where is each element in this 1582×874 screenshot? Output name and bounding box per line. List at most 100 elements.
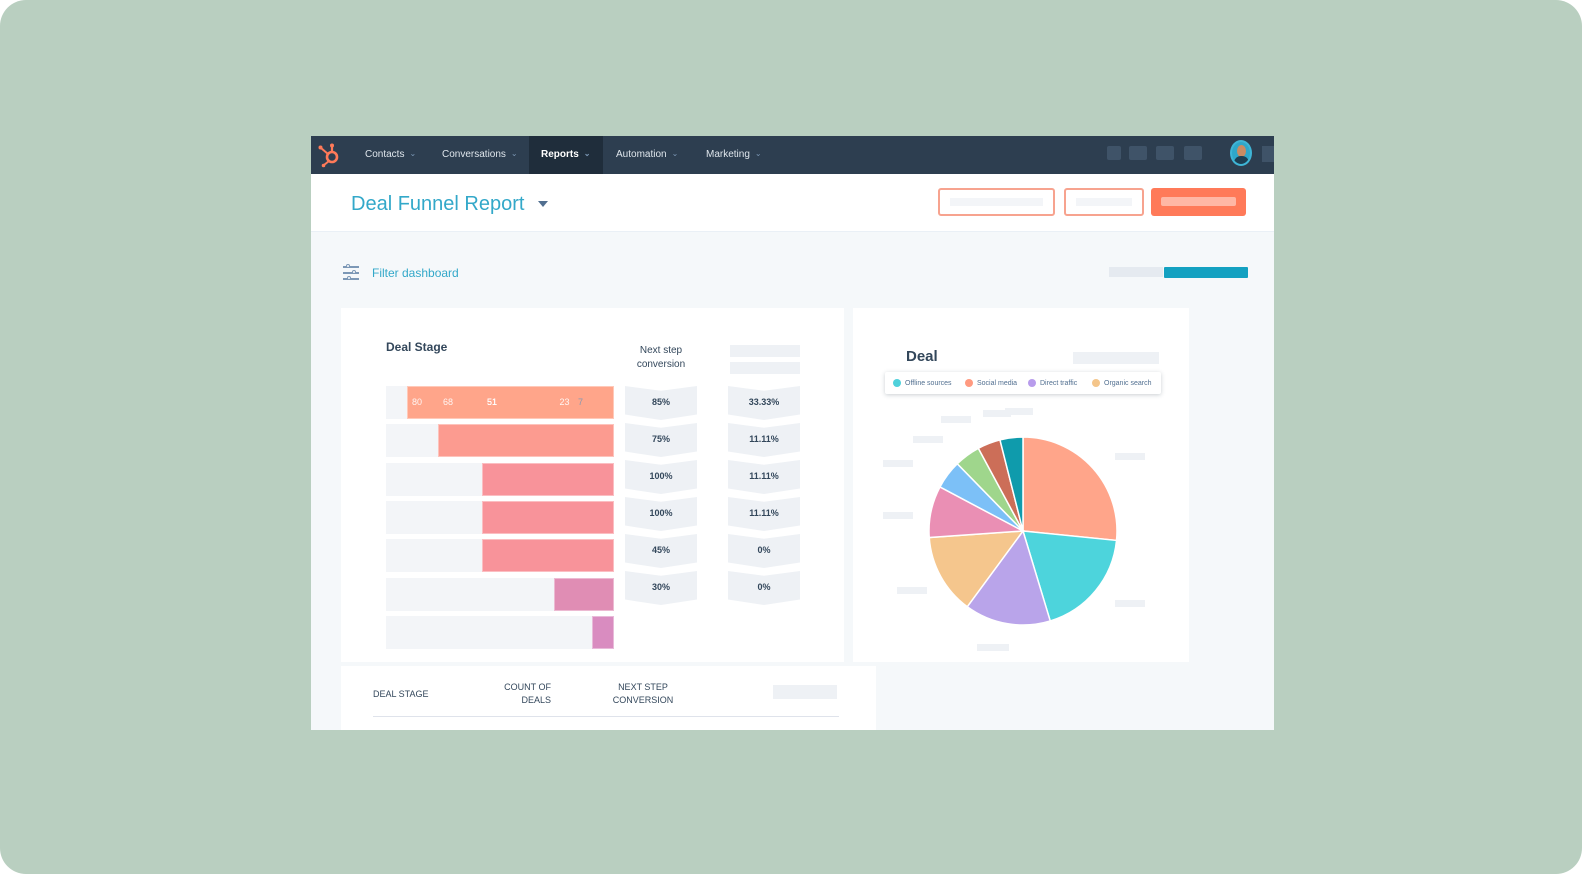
nav-item-reports[interactable]: Reports ⌄ (529, 136, 603, 174)
funnel-count-label: 51 (487, 397, 498, 407)
chevron-down-icon: ⌄ (510, 149, 518, 158)
hubspot-sprocket-icon[interactable] (317, 142, 341, 168)
rate-chevron: 0% (728, 534, 800, 568)
nav-label: Conversations (442, 149, 506, 160)
next-step-conversion-header: Next step conversion (636, 345, 686, 370)
page-header: Deal Funnel Report (311, 174, 1274, 232)
funnel-bar[interactable] (482, 500, 614, 534)
rate-chevron: 11.11% (728, 460, 800, 494)
table-header-count[interactable]: Count of deals (504, 682, 551, 705)
view-toggle-option-active[interactable] (1164, 267, 1248, 278)
slice-label-placeholder (897, 587, 927, 594)
nav-icon-placeholder[interactable] (1156, 146, 1174, 160)
pie-slice[interactable] (1021, 530, 1118, 622)
pie-slice[interactable] (928, 530, 1025, 608)
chevron-value: 33.33% (748, 397, 780, 407)
legend-label: Organic search (1104, 379, 1152, 387)
chevron-value: 0% (757, 582, 771, 592)
sliders-icon[interactable] (343, 264, 359, 281)
next-step-chevron: 100% (625, 497, 697, 531)
slice-label-placeholder (983, 410, 1011, 417)
nav-item-marketing[interactable]: Marketing ⌄ (694, 136, 774, 174)
secondary-button[interactable] (938, 188, 1055, 216)
rate-chevron: 0% (728, 571, 800, 605)
primary-button[interactable] (1151, 188, 1246, 216)
funnel-count-label: 51 (487, 397, 498, 407)
deal-stage-funnel-card: Deal Stage Next step conversion 80 68 51 51… (341, 308, 844, 662)
chevron-value: 30% (651, 582, 670, 592)
legend-item-direct[interactable]: Direct traffic (1028, 379, 1077, 387)
pie-slice[interactable] (966, 529, 1052, 626)
deal-stage-table-card: Deal stage Count of deals Next step conv… (341, 666, 876, 730)
page-title[interactable]: Deal Funnel Report (351, 193, 525, 215)
legend-item-offline[interactable]: Offline sources (893, 379, 952, 387)
funnel-track (386, 615, 614, 649)
legend-label: Social media (977, 379, 1018, 387)
next-step-chevron: 100% (625, 460, 697, 494)
pie-chart (883, 408, 1145, 651)
column-header-placeholder (730, 362, 800, 374)
rate-chevron: 11.11% (728, 497, 800, 531)
nav-label: Marketing (706, 149, 750, 160)
legend-label: Direct traffic (1040, 379, 1078, 387)
funnel-bar[interactable] (592, 615, 614, 649)
funnel-bar[interactable] (482, 462, 614, 496)
funnel-bar[interactable] (482, 539, 614, 573)
next-step-chevron: 85% (625, 386, 697, 420)
legend-dot (1092, 379, 1100, 387)
slice-label-placeholder (883, 460, 913, 467)
rate-chevron: 33.33% (728, 386, 800, 420)
slice-label-placeholder (883, 512, 913, 519)
nav-label: Reports (541, 149, 579, 160)
nav-icon-placeholder[interactable] (1184, 146, 1202, 160)
table-header-next-step[interactable]: Next step conversion (612, 682, 674, 705)
slice-label-placeholder (1005, 408, 1033, 415)
nav-icon-placeholder[interactable] (1129, 146, 1147, 160)
app-window: Contacts ⌄ Conversations ⌄ Reports ⌄ Automa… (311, 136, 1274, 730)
deal-pie-card: Deal Offline sources Social media Direct… (853, 308, 1189, 662)
pie-header-placeholder (1073, 352, 1159, 364)
caret-down-icon[interactable] (538, 201, 548, 207)
secondary-button[interactable] (1064, 188, 1144, 216)
filter-dashboard-link[interactable]: Filter dashboard (372, 266, 459, 280)
nav-item-automation[interactable]: Automation ⌄ (604, 136, 690, 174)
pie-slice[interactable] (1022, 436, 1118, 542)
rate-chevron: 11.11% (728, 423, 800, 457)
table-header-deal-stage[interactable]: Deal stage (373, 689, 429, 699)
legend-label: Offline sources (905, 379, 952, 387)
funnel-count-label: 51 (487, 397, 498, 407)
chevron-value: 0% (757, 545, 771, 555)
legend-item-organic[interactable]: Organic search (1092, 379, 1151, 387)
table-header-placeholder (773, 685, 837, 699)
funnel-title: Deal Stage (386, 340, 448, 354)
funnel-count-label: 23 (559, 397, 570, 407)
nav-icon-placeholder[interactable] (1107, 146, 1121, 160)
chevron-down-icon: ⌄ (583, 149, 591, 158)
funnel-bar[interactable] (438, 424, 614, 458)
view-toggle-option[interactable] (1109, 267, 1163, 277)
chevron-value: 11.11% (749, 471, 779, 481)
chevron-value: 85% (651, 397, 670, 407)
chevron-down-icon: ⌄ (754, 149, 762, 158)
column-header-placeholder (730, 345, 800, 357)
avatar[interactable] (1230, 140, 1252, 166)
funnel-bar[interactable] (554, 577, 614, 611)
chevron-down-icon: ⌄ (671, 149, 679, 158)
chevron-value: 100% (649, 508, 673, 518)
nav-item-conversations[interactable]: Conversations ⌄ (430, 136, 530, 174)
nav-label: Automation (616, 149, 667, 160)
funnel-bars: 80 68 51 51 51 23 7 (386, 386, 616, 656)
nav-item-contacts[interactable]: Contacts ⌄ (353, 136, 428, 174)
chevron-value: 45% (651, 545, 670, 555)
pie-title: Deal (906, 348, 938, 365)
slice-label-placeholder (913, 436, 943, 443)
next-step-chevron: 30% (625, 571, 697, 605)
funnel-bar[interactable] (407, 386, 614, 419)
table-divider (373, 716, 839, 717)
nav-edge-placeholder (1262, 146, 1274, 162)
pie-slice[interactable] (999, 436, 1024, 532)
legend-item-social[interactable]: Social media (965, 379, 1017, 387)
legend-dot (893, 379, 901, 387)
slice-label-placeholder (1115, 600, 1145, 607)
